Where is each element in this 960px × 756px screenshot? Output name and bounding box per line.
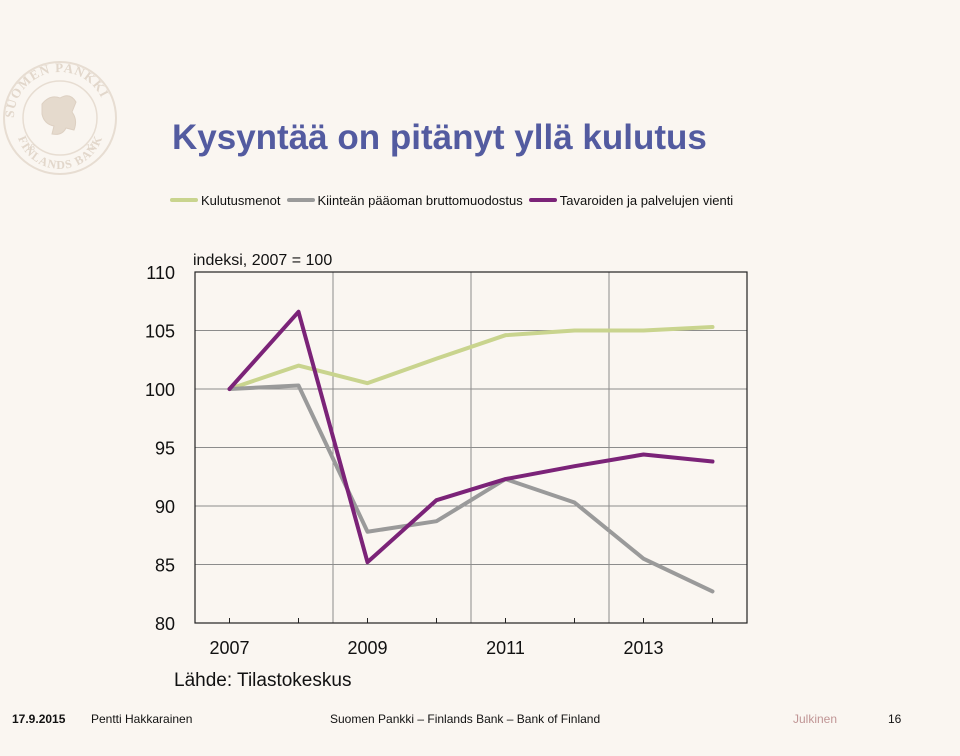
- series-line: [227, 383, 715, 594]
- footer-date: 17.9.2015: [12, 712, 66, 726]
- legend-swatch: [286, 198, 315, 202]
- y-tick-label: 80: [155, 614, 175, 634]
- x-tick-label: 2009: [347, 638, 387, 658]
- footer-classification: Julkinen: [793, 712, 838, 726]
- y-tick-label: 85: [155, 556, 175, 576]
- slide-footer: 17.9.2015 Pentti Hakkarainen Suomen Pank…: [0, 712, 960, 732]
- y-tick-label: 90: [155, 497, 175, 517]
- x-tick-label: 2007: [209, 638, 249, 658]
- footer-author: Pentti Hakkarainen: [91, 712, 193, 726]
- footer-page-number: 16: [888, 712, 902, 726]
- y-tick-label: 100: [145, 380, 175, 400]
- legend-label: Kiinteän pääoman bruttomuodostus: [317, 192, 523, 208]
- suomen-pankki-logo-icon: SUOMEN PANKKI FINLANDS BANK 18 11: [2, 60, 117, 175]
- y-axis-label: indeksi, 2007 = 100: [193, 252, 332, 269]
- series-line: [227, 309, 715, 565]
- chart-legend: Kulutusmenot Kiinteän pääoman bruttomuodo…: [170, 191, 739, 209]
- x-tick-label: 2011: [486, 638, 525, 658]
- legend-label: Kulutusmenot: [201, 192, 281, 208]
- legend-swatch: [170, 198, 198, 202]
- y-tick-label: 105: [145, 322, 175, 342]
- chart-source: Lähde: Tilastokeskus: [174, 670, 351, 691]
- legend-item: Kulutusmenot: [170, 193, 281, 208]
- slide-title: Kysyntää on pitänyt yllä kulutus: [172, 118, 707, 157]
- x-tick-label: 2013: [623, 638, 663, 658]
- footer-organization: Suomen Pankki – Finlands Bank – Bank of …: [330, 712, 601, 726]
- plot-area-border: [194, 271, 748, 624]
- legend-item: Kiinteän pääoman bruttomuodostus: [286, 192, 523, 208]
- legend-item: Tavaroiden ja palvelujen vienti: [528, 192, 734, 208]
- svg-text:18: 18: [26, 143, 35, 152]
- legend-swatch: [528, 198, 557, 202]
- y-tick-label: 95: [155, 439, 175, 459]
- y-tick-label: 110: [146, 263, 175, 283]
- series-line: [227, 324, 715, 391]
- svg-text:11: 11: [86, 143, 95, 152]
- legend-label: Tavaroiden ja palvelujen vienti: [559, 192, 734, 208]
